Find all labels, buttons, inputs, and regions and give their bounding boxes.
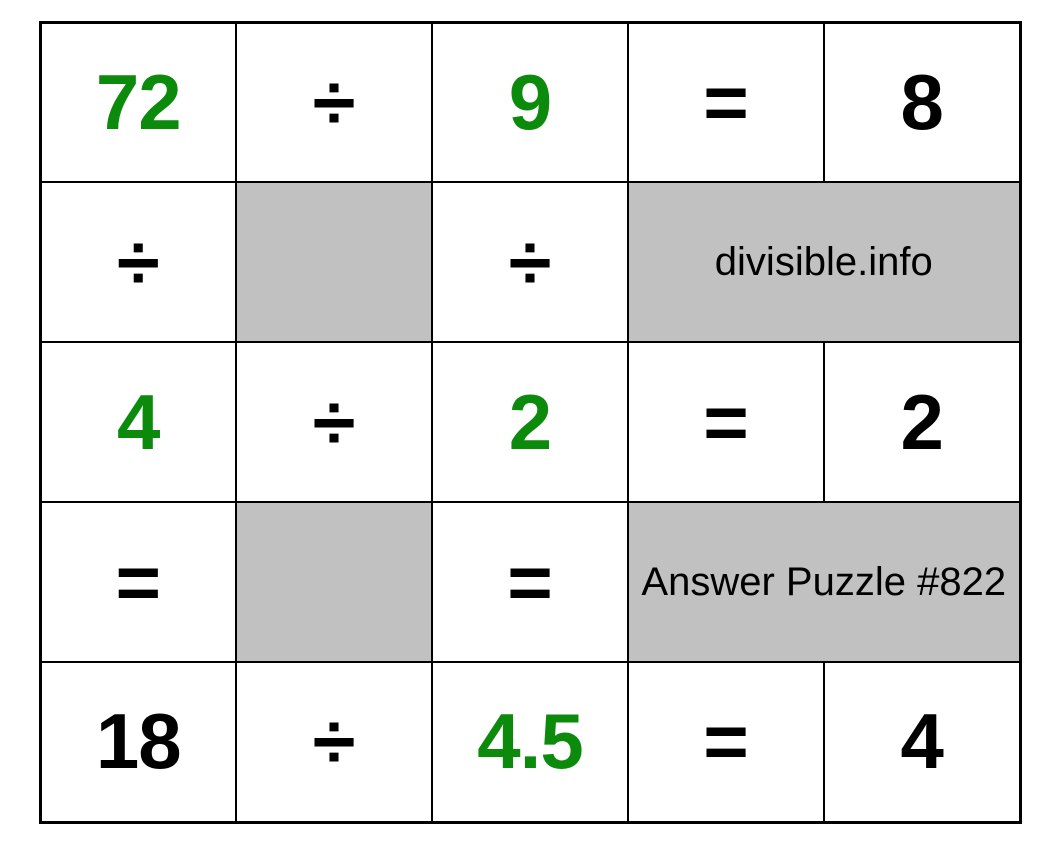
divide-icon: ÷	[313, 58, 356, 146]
divide-icon: ÷	[313, 378, 356, 466]
value-9: 9	[509, 58, 551, 146]
cell-r2c2: 2	[432, 342, 628, 502]
cell-r0c0: 72	[40, 22, 236, 182]
site-label: divisible.info	[715, 240, 933, 284]
divide-icon: ÷	[509, 218, 552, 306]
cell-site-label: divisible.info	[628, 182, 1020, 342]
value-18: 18	[96, 697, 181, 785]
cell-r0c2: 9	[432, 22, 628, 182]
equals-icon: =	[703, 58, 749, 146]
equals-icon: =	[507, 538, 553, 626]
equals-icon: =	[703, 697, 749, 785]
equals-icon: =	[115, 538, 161, 626]
divide-icon: ÷	[313, 697, 356, 785]
cell-r4c3: =	[628, 662, 824, 822]
cell-r3c0: =	[40, 502, 236, 662]
value-8: 8	[901, 58, 943, 146]
cell-r3c1-blank	[236, 502, 432, 662]
cell-r4c1: ÷	[236, 662, 432, 822]
cell-r1c2: ÷	[432, 182, 628, 342]
puzzle-grid: 72 ÷ 9 = 8 ÷ ÷ divisible.info 4 ÷ 2 = 2 …	[39, 21, 1022, 824]
cell-r4c4: 4	[824, 662, 1020, 822]
cell-answer-label: Answer Puzzle #822	[628, 502, 1020, 662]
cell-r0c1: ÷	[236, 22, 432, 182]
value-2b: 2	[901, 378, 943, 466]
value-72: 72	[96, 58, 181, 146]
divide-icon: ÷	[117, 218, 160, 306]
cell-r2c4: 2	[824, 342, 1020, 502]
value-4b: 4	[901, 697, 943, 785]
equals-icon: =	[703, 378, 749, 466]
cell-r2c1: ÷	[236, 342, 432, 502]
cell-r1c0: ÷	[40, 182, 236, 342]
cell-r1c1-blank	[236, 182, 432, 342]
cell-r3c2: =	[432, 502, 628, 662]
cell-r0c3: =	[628, 22, 824, 182]
cell-r4c0: 18	[40, 662, 236, 822]
answer-label: Answer Puzzle #822	[641, 560, 1006, 604]
cell-r2c0: 4	[40, 342, 236, 502]
cell-r4c2: 4.5	[432, 662, 628, 822]
value-4: 4	[117, 378, 159, 466]
value-2: 2	[509, 378, 551, 466]
value-4-5: 4.5	[477, 697, 582, 785]
cell-r0c4: 8	[824, 22, 1020, 182]
cell-r2c3: =	[628, 342, 824, 502]
